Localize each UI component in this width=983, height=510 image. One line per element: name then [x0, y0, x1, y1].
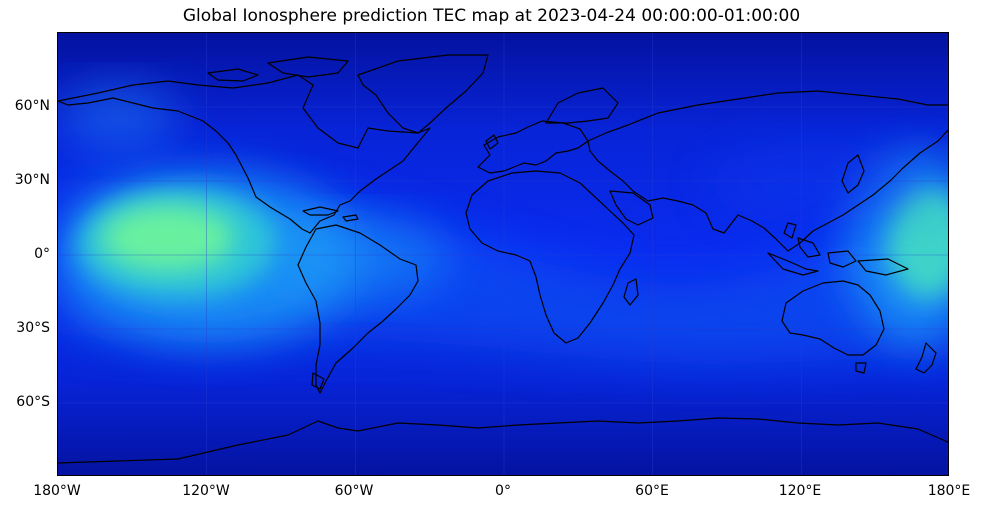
coast-australia: [781, 280, 885, 356]
x-tick-label: 0°: [495, 483, 511, 499]
coast-new-zealand: [915, 342, 937, 374]
graticule: [58, 33, 948, 475]
map-title: Global Ionosphere prediction TEC map at …: [182, 6, 801, 26]
y-tick-label: 0°: [34, 246, 50, 262]
tec-map: [57, 32, 949, 476]
x-tick-label: 120°W: [182, 483, 230, 499]
x-tick-label: 120°E: [778, 483, 822, 499]
coast-caribbean: [302, 206, 339, 216]
y-tick-label: 30°N: [14, 172, 50, 188]
y-tick-label: 30°S: [16, 320, 50, 336]
coastlines: [58, 54, 948, 464]
x-tick-label: 60°W: [334, 483, 374, 499]
tec-map-canvas: [58, 33, 948, 475]
y-tick-label: 60°S: [16, 394, 50, 410]
coast-asia: [587, 90, 948, 252]
coast-south-america: [297, 224, 419, 394]
coast-antarctica: [58, 417, 948, 464]
coast-africa: [465, 170, 635, 344]
x-tick-label: 180°W: [33, 483, 81, 499]
x-tick-label: 180°E: [927, 483, 971, 499]
coast-greenland: [357, 54, 489, 134]
coast-japan: [841, 154, 865, 194]
x-tick-label: 60°E: [635, 483, 669, 499]
y-tick-label: 60°N: [14, 98, 50, 114]
coast-europe: [477, 120, 589, 174]
